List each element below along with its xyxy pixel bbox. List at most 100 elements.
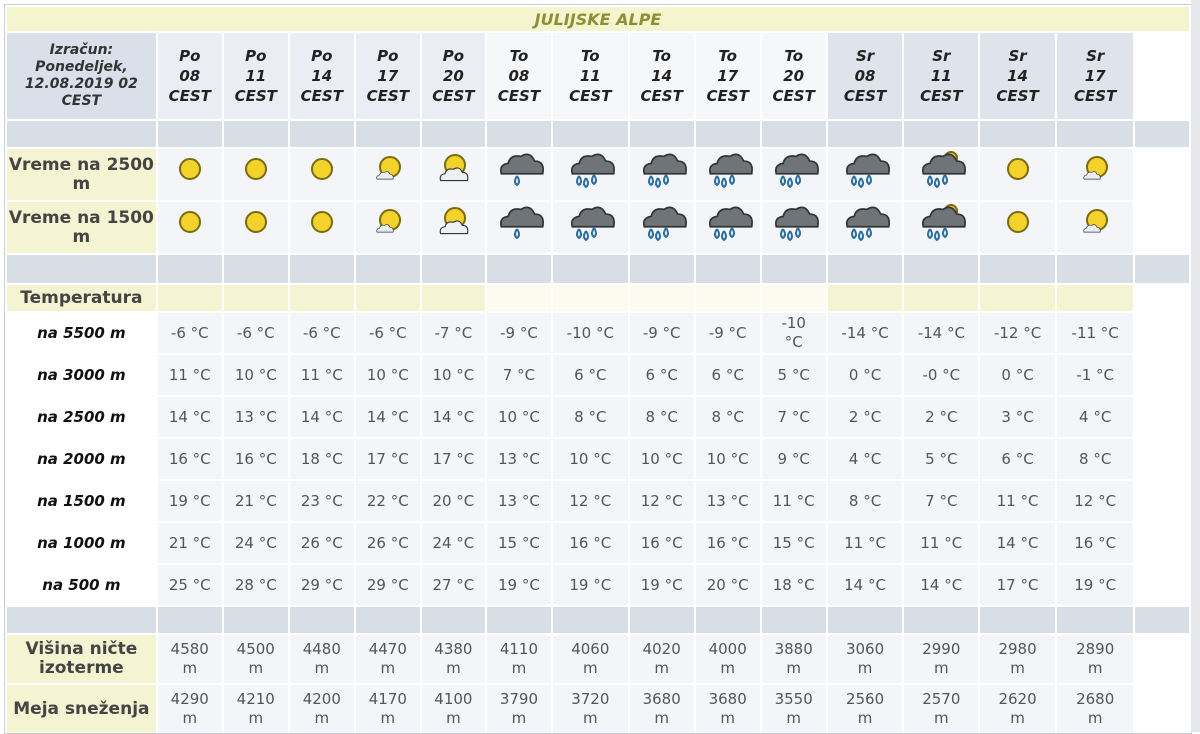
icon-part (728, 227, 735, 239)
value-text: 4000 m (708, 640, 747, 677)
value-cell: 10 °C (223, 355, 288, 395)
value-cell: -12 °C (980, 313, 1055, 353)
value-cell: 0 °C (980, 355, 1055, 395)
value-cell: 8 °C (695, 397, 760, 437)
header-tz: CEST (772, 87, 815, 105)
header-hour: 11 (579, 67, 601, 85)
value-text: 22 °C (366, 491, 409, 510)
value-text: 21 °C (168, 533, 211, 552)
value-text: 18 °C (772, 575, 815, 594)
value-cell: 4470 m (355, 635, 420, 683)
separator-cell (289, 121, 354, 147)
value-text: 14 °C (168, 407, 211, 426)
table-row: Meja sneženja 4290 m 4210 m 4200 m 4170 m 410… (7, 685, 1189, 733)
value-cell: 14 °C (421, 397, 485, 437)
value-text: -11 °C (1071, 323, 1119, 342)
table-row: na 500 m 25 °C 28 °C 29 °C 29 °C 27 °C 19 °C 19… (7, 565, 1189, 605)
value-cell: 7 °C (486, 355, 551, 395)
separator-cell (157, 121, 222, 147)
header-tz: CEST (640, 87, 683, 105)
header-day: Po (245, 47, 267, 65)
icon-part (583, 177, 590, 189)
cut-column (1135, 313, 1189, 353)
scrollbar (1191, 0, 1200, 732)
icon-part (774, 153, 819, 175)
column-header: To 08 CEST (486, 33, 551, 119)
header-tz: CEST (920, 87, 963, 105)
column-header: Po 17 CEST (355, 33, 420, 119)
icon-part (576, 175, 583, 187)
value-text: 26 °C (300, 533, 343, 552)
value-cell: 4060 m (552, 635, 628, 683)
separator-cell (980, 607, 1055, 633)
table-row: na 2000 m 16 °C 16 °C 18 °C 17 °C 17 °C 13 °C 1… (7, 439, 1189, 479)
header-hour: 17 (377, 67, 399, 85)
weather-icon (499, 153, 544, 187)
value-text: 3 °C (1001, 407, 1034, 426)
value-cell: 6 °C (629, 355, 694, 395)
row-label: na 1500 m (7, 481, 156, 521)
value-cell: 16 °C (552, 523, 628, 563)
separator-cell (629, 121, 694, 147)
icon-part (376, 224, 394, 233)
icon-part (786, 230, 793, 242)
value-text: -7 °C (434, 323, 473, 342)
icon-part (499, 153, 544, 175)
icon-part (642, 206, 687, 228)
value-cell: 19 °C (486, 565, 551, 605)
value-cell: 10 °C (421, 355, 485, 395)
header-day: To (509, 47, 529, 65)
value-cell: 17 °C (355, 439, 420, 479)
value-cell: -14 °C (827, 313, 903, 353)
value-cell: 16 °C (1056, 523, 1134, 563)
value-cell: -1 °C (1056, 355, 1134, 395)
value-text: 3680 m (642, 690, 681, 727)
value-text: 16 °C (168, 449, 211, 468)
value-text: 17 °C (432, 449, 475, 468)
value-cell: 4200 m (289, 685, 354, 733)
value-text: 12 °C (640, 491, 683, 510)
value-cell: 22 °C (355, 481, 420, 521)
value-cell: 13 °C (486, 481, 551, 521)
value-cell: 5 °C (761, 355, 826, 395)
value-cell: 3720 m (552, 685, 628, 733)
weather-cell (486, 202, 551, 253)
value-cell: 2990 m (904, 635, 979, 683)
icon-part (927, 228, 934, 240)
value-cell: 11 °C (761, 481, 826, 521)
row-label: na 2000 m (7, 439, 156, 479)
separator-cell (695, 255, 760, 283)
icon-part (922, 206, 967, 228)
value-text: 4 °C (848, 449, 882, 468)
value-cell: -9 °C (629, 313, 694, 353)
icon-part (1083, 171, 1101, 180)
value-text: 4380 m (434, 640, 473, 677)
value-text: 28 °C (234, 575, 277, 594)
column-header: Po 11 CEST (223, 33, 288, 119)
separator-cell (1135, 607, 1189, 633)
cut-column (1135, 285, 1189, 311)
header-tz: CEST (996, 87, 1039, 105)
value-text: 13 °C (706, 491, 749, 510)
value-text: 14 °C (920, 575, 963, 594)
value-text: 4500 m (236, 640, 275, 677)
value-cell: -6 °C (289, 313, 354, 353)
separator-cell (223, 121, 288, 147)
value-cell: 20 °C (421, 481, 485, 521)
value-cell: 14 °C (904, 565, 979, 605)
value-text: 26 °C (366, 533, 409, 552)
value-text: 19 °C (569, 575, 612, 594)
icon-part (942, 227, 949, 239)
value-cell: 4290 m (157, 685, 222, 733)
value-cell: 17 °C (980, 565, 1055, 605)
value-text: 13 °C (498, 449, 540, 468)
value-text: -9 °C (500, 323, 538, 342)
weather-cell (355, 202, 420, 253)
value-text: -9 °C (642, 323, 681, 342)
section-cell (223, 285, 288, 311)
row-label: Vreme na 2500 m (7, 149, 156, 200)
value-cell: 3790 m (486, 685, 551, 733)
value-cell: 4 °C (1056, 397, 1134, 437)
value-text: 19 °C (498, 575, 540, 594)
value-text: 16 °C (234, 449, 277, 468)
